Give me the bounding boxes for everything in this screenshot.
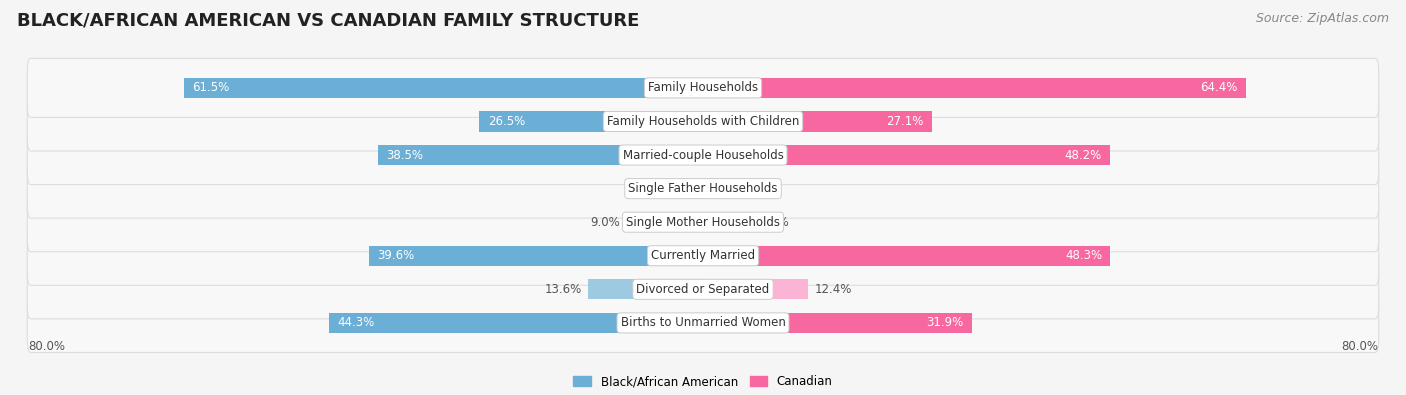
- Bar: [479, 111, 703, 132]
- Bar: [703, 111, 932, 132]
- Text: 27.1%: 27.1%: [886, 115, 924, 128]
- Text: Married-couple Households: Married-couple Households: [623, 149, 783, 162]
- FancyBboxPatch shape: [27, 58, 1379, 117]
- Legend: Black/African American, Canadian: Black/African American, Canadian: [568, 371, 838, 393]
- Bar: [703, 246, 1111, 266]
- Bar: [703, 179, 723, 199]
- Text: Births to Unmarried Women: Births to Unmarried Women: [620, 316, 786, 329]
- Bar: [329, 313, 703, 333]
- Text: Family Households with Children: Family Households with Children: [607, 115, 799, 128]
- FancyBboxPatch shape: [27, 226, 1379, 285]
- FancyBboxPatch shape: [27, 92, 1379, 151]
- Text: 61.5%: 61.5%: [193, 81, 229, 94]
- Text: 2.3%: 2.3%: [730, 182, 759, 195]
- Text: 5.9%: 5.9%: [759, 216, 789, 229]
- FancyBboxPatch shape: [27, 159, 1379, 218]
- Text: Divorced or Separated: Divorced or Separated: [637, 283, 769, 296]
- Text: Source: ZipAtlas.com: Source: ZipAtlas.com: [1256, 12, 1389, 25]
- Text: 38.5%: 38.5%: [387, 149, 423, 162]
- Text: 48.2%: 48.2%: [1064, 149, 1101, 162]
- Text: 80.0%: 80.0%: [28, 340, 65, 353]
- FancyBboxPatch shape: [27, 260, 1379, 319]
- FancyBboxPatch shape: [27, 193, 1379, 252]
- Bar: [588, 279, 703, 299]
- Text: 64.4%: 64.4%: [1201, 81, 1237, 94]
- Text: Single Father Households: Single Father Households: [628, 182, 778, 195]
- FancyBboxPatch shape: [27, 293, 1379, 352]
- FancyBboxPatch shape: [27, 126, 1379, 184]
- Bar: [627, 212, 703, 232]
- Bar: [703, 145, 1109, 165]
- Text: 44.3%: 44.3%: [337, 316, 375, 329]
- Bar: [683, 179, 703, 199]
- Text: 12.4%: 12.4%: [814, 283, 852, 296]
- Bar: [703, 279, 807, 299]
- Text: Family Households: Family Households: [648, 81, 758, 94]
- Text: 31.9%: 31.9%: [927, 316, 963, 329]
- Bar: [378, 145, 703, 165]
- Text: BLACK/AFRICAN AMERICAN VS CANADIAN FAMILY STRUCTURE: BLACK/AFRICAN AMERICAN VS CANADIAN FAMIL…: [17, 12, 640, 30]
- Text: 48.3%: 48.3%: [1064, 249, 1102, 262]
- Text: Currently Married: Currently Married: [651, 249, 755, 262]
- Text: 26.5%: 26.5%: [488, 115, 524, 128]
- Text: 39.6%: 39.6%: [377, 249, 415, 262]
- Bar: [703, 313, 972, 333]
- Bar: [703, 78, 1246, 98]
- Bar: [368, 246, 703, 266]
- Text: 9.0%: 9.0%: [591, 216, 620, 229]
- Bar: [703, 212, 752, 232]
- Bar: [184, 78, 703, 98]
- Text: 80.0%: 80.0%: [1341, 340, 1378, 353]
- Text: 13.6%: 13.6%: [544, 283, 582, 296]
- Text: Single Mother Households: Single Mother Households: [626, 216, 780, 229]
- Text: 2.4%: 2.4%: [647, 182, 676, 195]
